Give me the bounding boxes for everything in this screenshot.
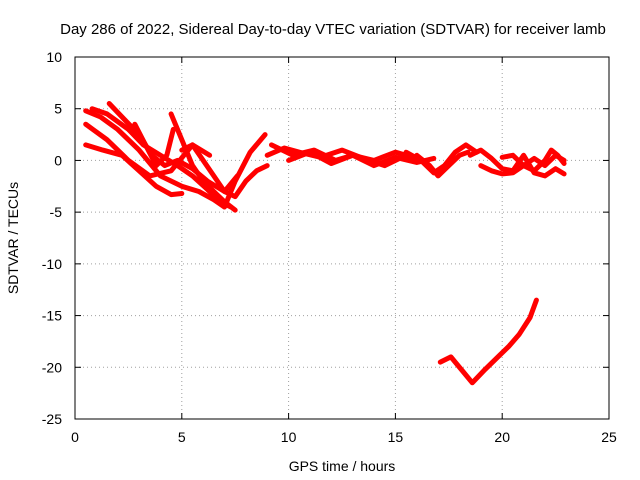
y-tick-label: 10 bbox=[46, 49, 62, 65]
chart-title: Day 286 of 2022, Sidereal Day-to-day VTE… bbox=[60, 21, 606, 38]
series-line-sat-k bbox=[286, 149, 437, 169]
x-tick-label: 0 bbox=[71, 429, 79, 445]
series-line-sat-m bbox=[414, 149, 471, 179]
y-tick-label: -15 bbox=[42, 308, 62, 324]
series-line-sat-p bbox=[499, 147, 567, 174]
y-tick-label: 5 bbox=[54, 101, 62, 117]
series-line-sat-f bbox=[132, 121, 176, 169]
series-line-sat-g bbox=[168, 111, 238, 213]
series-line-sat-l bbox=[403, 142, 480, 176]
series-line-sat-q bbox=[437, 297, 539, 386]
plot-frame bbox=[74, 56, 610, 420]
x-tick-label: 15 bbox=[388, 429, 404, 445]
y-tick-label: -25 bbox=[42, 411, 62, 427]
y-tick-label: -20 bbox=[42, 359, 62, 375]
y-tick-label: 0 bbox=[54, 152, 62, 168]
x-tick-label: 5 bbox=[178, 429, 186, 445]
grid-layer bbox=[75, 57, 609, 419]
series-line-sat-h bbox=[179, 142, 270, 200]
x-axis-label: GPS time / hours bbox=[289, 458, 396, 474]
y-tick-label: -10 bbox=[42, 256, 62, 272]
x-tick-label: 25 bbox=[601, 429, 617, 445]
y-axis-label: SDTVAR / TECUs bbox=[5, 182, 21, 294]
series-line-sat-d bbox=[89, 106, 234, 210]
series-layer bbox=[83, 101, 567, 386]
x-tick-label: 10 bbox=[281, 429, 297, 445]
tick-layer: 0 5 10 15 20 25 -25 -20 -15 -10 -5 0 5 10 bbox=[42, 49, 617, 445]
y-tick-label: -5 bbox=[50, 204, 63, 220]
x-tick-label: 20 bbox=[494, 429, 510, 445]
series-line-sat-e bbox=[106, 101, 240, 194]
